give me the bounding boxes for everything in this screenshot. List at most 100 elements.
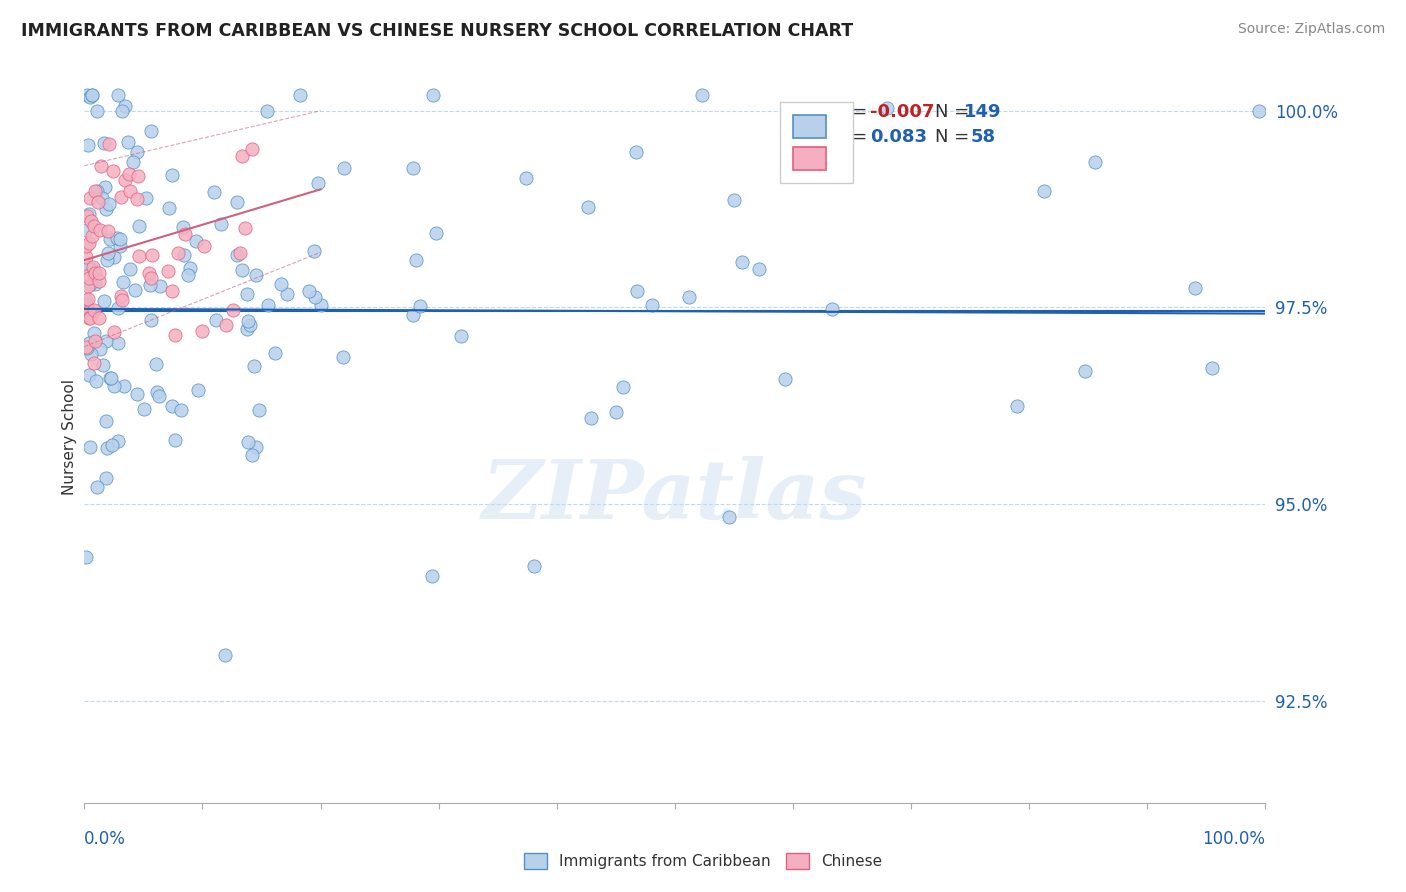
- Point: [288, 87, 311, 102]
- Point: [141, 270, 163, 285]
- Point: [157, 201, 180, 215]
- Point: [127, 169, 149, 184]
- Point: [86, 184, 108, 198]
- Point: [876, 101, 898, 115]
- Point: [235, 287, 257, 301]
- Point: [160, 284, 183, 298]
- Point: [97, 245, 120, 260]
- Point: [90, 159, 112, 173]
- Point: [191, 324, 214, 338]
- Point: [165, 327, 187, 342]
- Point: [821, 302, 844, 317]
- Point: [425, 227, 447, 241]
- Point: [108, 239, 131, 253]
- Point: [139, 124, 162, 138]
- Point: [239, 318, 262, 333]
- Point: [105, 230, 128, 244]
- Point: [103, 325, 125, 339]
- Point: [173, 227, 195, 242]
- Point: [76, 87, 98, 102]
- Point: [94, 414, 117, 428]
- Point: [112, 379, 135, 393]
- Point: [132, 402, 155, 417]
- Point: [515, 171, 537, 186]
- Point: [141, 248, 163, 262]
- Point: [98, 137, 121, 152]
- Point: [103, 164, 125, 178]
- Point: [127, 192, 149, 206]
- Point: [100, 371, 122, 385]
- Point: [304, 290, 326, 304]
- Point: [75, 269, 97, 284]
- Point: [77, 293, 100, 307]
- Text: IMMIGRANTS FROM CARIBBEAN VS CHINESE NURSERY SCHOOL CORRELATION CHART: IMMIGRANTS FROM CARIBBEAN VS CHINESE NUR…: [21, 22, 853, 40]
- Point: [138, 266, 160, 280]
- Point: [125, 386, 148, 401]
- Point: [94, 179, 117, 194]
- Point: [76, 302, 98, 317]
- Point: [124, 283, 146, 297]
- Point: [243, 359, 266, 373]
- Point: [167, 245, 190, 260]
- Point: [77, 271, 100, 285]
- Point: [75, 223, 97, 237]
- Text: -0.007: -0.007: [870, 103, 934, 120]
- Point: [98, 371, 121, 385]
- Point: [247, 403, 270, 417]
- Point: [117, 167, 139, 181]
- Point: [127, 145, 149, 159]
- Point: [79, 277, 101, 291]
- Point: [179, 260, 201, 275]
- Point: [402, 161, 425, 176]
- Point: [209, 217, 232, 231]
- Point: [1033, 184, 1056, 198]
- Point: [98, 232, 121, 246]
- Point: [97, 225, 120, 239]
- Point: [238, 435, 260, 450]
- Point: [76, 305, 98, 319]
- Point: [222, 303, 245, 318]
- Point: [1184, 281, 1206, 295]
- Point: [156, 263, 179, 277]
- Point: [205, 313, 228, 327]
- Point: [1074, 364, 1097, 378]
- Point: [83, 266, 105, 280]
- Text: ZIPatlas: ZIPatlas: [482, 456, 868, 535]
- Point: [422, 87, 444, 102]
- Point: [79, 190, 101, 204]
- Point: [77, 206, 100, 220]
- Point: [202, 185, 225, 199]
- Point: [79, 261, 101, 276]
- Text: N =: N =: [935, 103, 974, 120]
- Point: [731, 255, 754, 269]
- Point: [240, 142, 263, 156]
- Point: [77, 235, 100, 250]
- Point: [605, 405, 627, 419]
- Point: [173, 248, 195, 262]
- Point: [263, 346, 285, 360]
- Point: [83, 326, 105, 341]
- Point: [256, 103, 278, 118]
- Point: [177, 268, 200, 282]
- Point: [193, 239, 215, 253]
- Point: [309, 298, 332, 312]
- Point: [107, 434, 129, 449]
- Point: [82, 260, 104, 274]
- Text: R =: R =: [834, 128, 873, 146]
- Point: [75, 270, 97, 285]
- Point: [114, 99, 136, 113]
- Point: [75, 293, 97, 308]
- Point: [215, 318, 238, 332]
- Point: [75, 250, 97, 264]
- Point: [307, 176, 329, 190]
- Point: [226, 248, 249, 262]
- Point: [83, 219, 105, 233]
- Point: [118, 262, 141, 277]
- Point: [75, 298, 97, 312]
- Point: [84, 374, 107, 388]
- Point: [77, 311, 100, 326]
- Text: Source: ZipAtlas.com: Source: ZipAtlas.com: [1237, 22, 1385, 37]
- Point: [245, 268, 267, 283]
- Point: [612, 380, 634, 394]
- Point: [184, 234, 207, 248]
